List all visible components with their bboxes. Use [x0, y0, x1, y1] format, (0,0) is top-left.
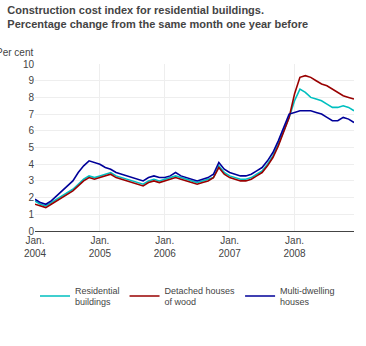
- svg-text:2: 2: [28, 192, 34, 203]
- svg-text:Jan.2007: Jan.2007: [219, 235, 242, 259]
- svg-text:Residentialbuildings: Residentialbuildings: [75, 286, 120, 308]
- svg-text:Multi-dwellinghouses: Multi-dwellinghouses: [280, 286, 335, 308]
- svg-text:5: 5: [28, 142, 34, 153]
- svg-text:4: 4: [28, 159, 34, 170]
- svg-text:3: 3: [28, 175, 34, 186]
- svg-text:6: 6: [28, 125, 34, 136]
- svg-text:Jan.2004: Jan.2004: [24, 235, 47, 259]
- svg-text:Construction cost index for re: Construction cost index for residential …: [7, 4, 308, 30]
- svg-text:Per cent: Per cent: [0, 47, 33, 58]
- svg-text:Jan.2005: Jan.2005: [89, 235, 112, 259]
- svg-text:9: 9: [28, 75, 34, 86]
- svg-text:0: 0: [28, 226, 34, 237]
- svg-text:8: 8: [28, 92, 34, 103]
- svg-text:Jan.2008: Jan.2008: [283, 235, 306, 259]
- svg-text:Detached housesof wood: Detached housesof wood: [165, 286, 236, 308]
- svg-text:1: 1: [28, 209, 34, 220]
- svg-text:Jan.2006: Jan.2006: [154, 235, 177, 259]
- svg-text:7: 7: [28, 109, 34, 120]
- svg-text:10: 10: [23, 59, 35, 70]
